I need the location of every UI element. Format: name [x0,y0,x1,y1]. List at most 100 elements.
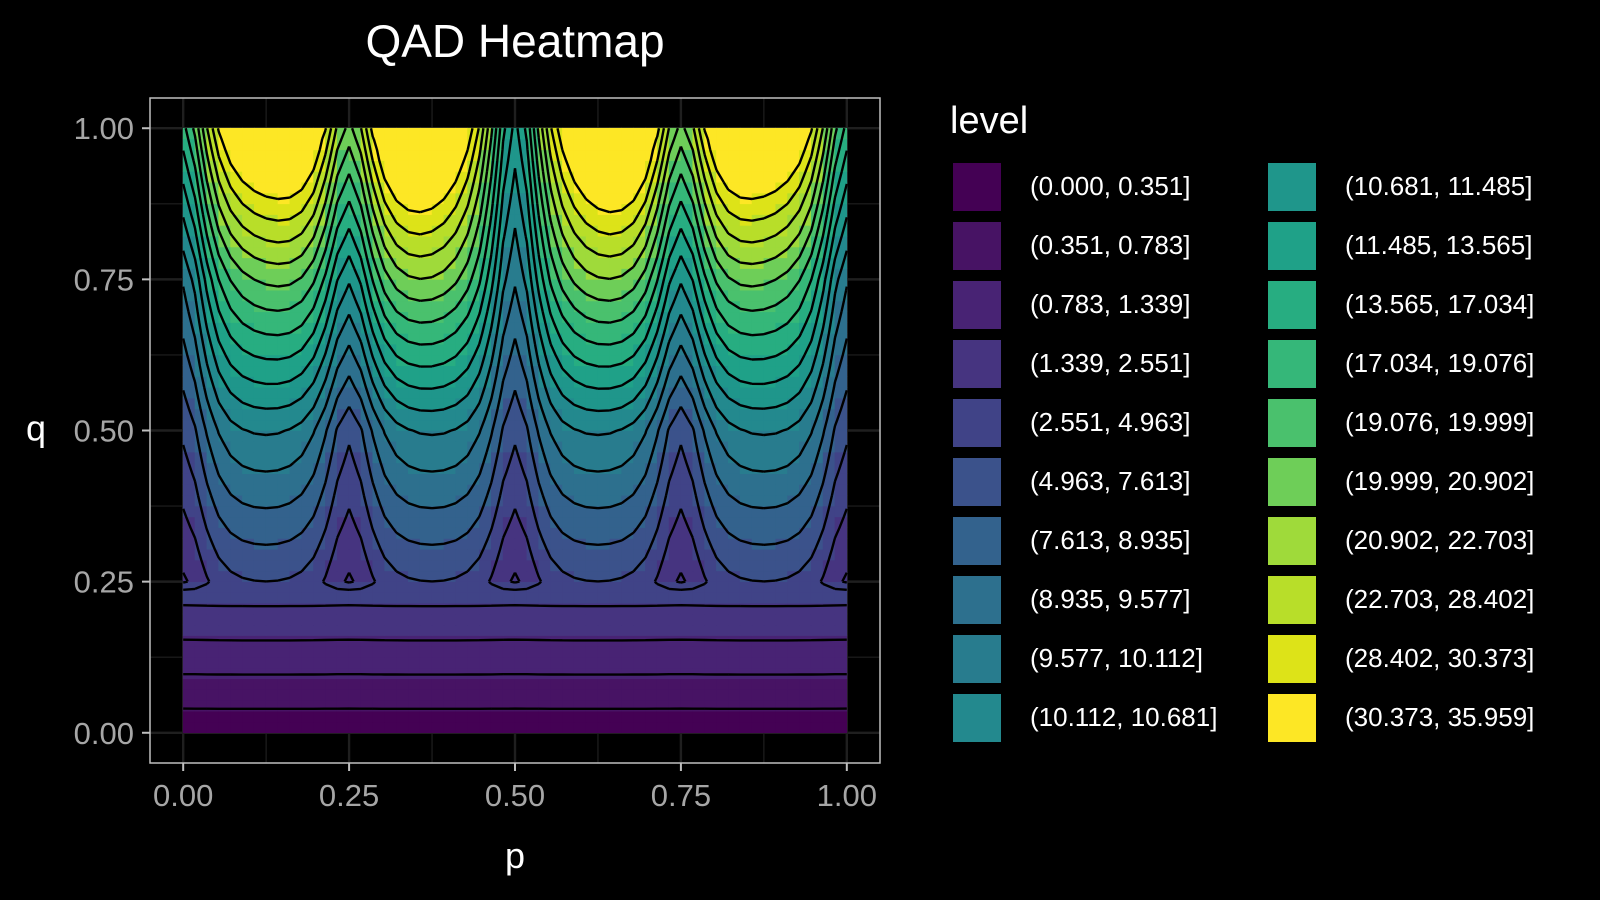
heatmap-cell [526,656,540,669]
heatmap-cell [313,343,326,356]
heatmap-cell [585,203,599,215]
heatmap-cell [431,646,445,658]
heatmap-cell [550,214,563,226]
heatmap-cell [716,473,729,485]
heatmap-cell [194,656,208,669]
heatmap-cell [834,624,848,636]
heatmap-cell [514,570,528,582]
heatmap-cell [621,149,634,161]
heatmap-cell [704,592,717,604]
heatmap-cell [668,376,682,388]
heatmap-cell [455,473,468,485]
heatmap-cell [455,559,468,572]
heatmap-cell [384,494,397,507]
heatmap-cell [822,354,836,367]
heatmap-cell [277,127,291,140]
heatmap-cell [787,430,800,442]
heatmap-cell [242,570,255,582]
heatmap-cell [609,279,622,291]
heatmap-cell [799,678,812,690]
heatmap-cell [680,354,694,367]
heatmap-cell [419,592,433,604]
heatmap-cell [479,656,492,669]
heatmap-cell [242,387,255,399]
heatmap-cell [443,127,457,140]
heatmap-cell [692,484,705,496]
legend-label: (19.076, 19.999] [1345,407,1535,437]
heatmap-cell [680,365,694,377]
heatmap-cell [680,700,694,712]
heatmap-cell [645,279,658,291]
heatmap-cell [242,214,255,226]
heatmap-cell [514,235,528,248]
heatmap-cell [514,527,528,539]
heatmap-cell [396,527,409,539]
heatmap-cell [253,127,267,140]
heatmap-cell [396,710,409,723]
heatmap-cell [396,570,409,582]
heatmap-cell [633,473,646,485]
heatmap-cell [763,127,777,140]
heatmap-cell [573,678,587,690]
heatmap-cell [419,333,433,345]
heatmap-cell [182,365,196,377]
heatmap-cell [597,516,611,528]
heatmap-cell [633,678,646,690]
heatmap-cell [775,602,788,615]
heatmap-cell [526,570,540,582]
heatmap-cell [763,203,777,215]
heatmap-cell [408,171,421,183]
heatmap-cell [550,602,563,615]
heatmap-cell [680,246,694,259]
heatmap-cell [799,613,812,626]
heatmap-cell [787,473,800,485]
heatmap-cell [325,257,338,269]
heatmap-cell [668,289,682,302]
heatmap-cell [645,171,658,183]
heatmap-cell [182,225,196,237]
heatmap-cell [289,376,302,388]
heatmap-cell [668,387,682,399]
heatmap-cell [277,559,291,572]
heatmap-cell [194,397,208,410]
heatmap-cell [336,149,350,161]
heatmap-cell [562,613,575,626]
heatmap-cell [360,257,374,269]
heatmap-cell [218,181,231,194]
heatmap-cell [253,592,267,604]
heatmap-cell [408,246,421,259]
heatmap-cell [289,700,302,712]
heatmap-cell [372,473,385,485]
heatmap-cell [242,160,255,172]
heatmap-cell [526,721,540,734]
heatmap-cell [301,192,314,205]
heatmap-cell [668,343,682,356]
heatmap-cell [289,408,302,421]
heatmap-cell [680,678,694,690]
heatmap-cell [431,419,445,431]
heatmap-cell [514,127,528,140]
heatmap-cell [419,138,433,151]
heatmap-cell [621,127,634,140]
heatmap-cell [325,570,338,582]
heatmap-cell [775,538,788,550]
heatmap-cell [775,678,788,690]
heatmap-cell [562,581,575,593]
heatmap-cell [502,494,516,507]
heatmap-cell [289,721,302,734]
heatmap-cell [585,678,599,690]
heatmap-cell [455,602,468,615]
heatmap-cell [775,160,788,172]
heatmap-cell [182,127,196,140]
heatmap-cell [206,484,220,496]
heatmap-cell [645,181,658,194]
heatmap-cell [751,387,765,399]
heatmap-cell [621,602,634,615]
heatmap-cell [704,333,717,345]
heatmap-cell [348,581,362,593]
heatmap-cell [799,527,812,539]
heatmap-cell [194,548,208,561]
heatmap-cell [360,376,374,388]
heatmap-cell [325,689,338,701]
heatmap-cell [573,311,587,323]
